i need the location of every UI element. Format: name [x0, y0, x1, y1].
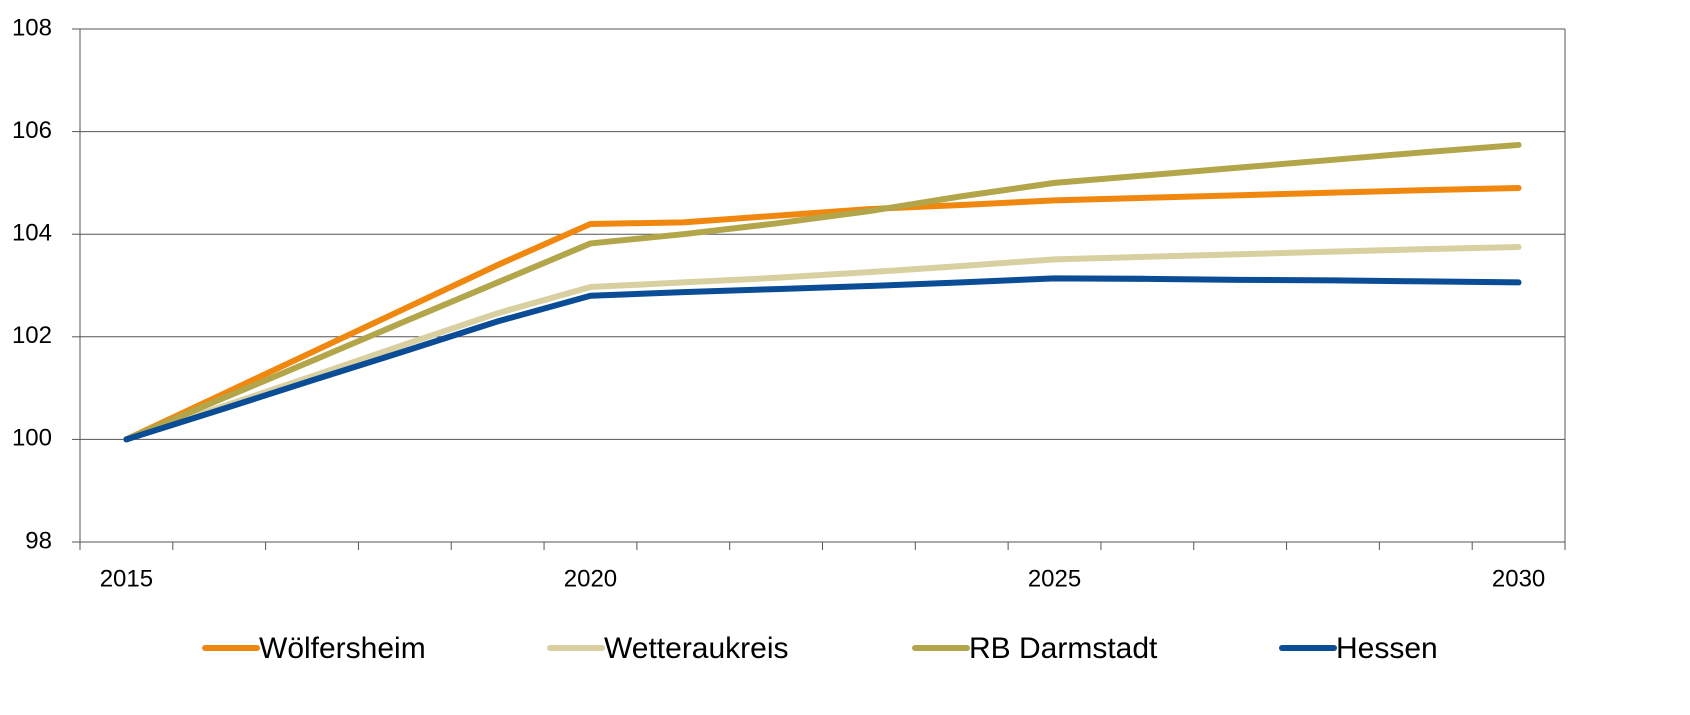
series-line — [123, 185, 1522, 443]
x-tick-label: 2020 — [564, 565, 617, 592]
legend-label: RB Darmstadt — [969, 632, 1158, 665]
series-line — [123, 141, 1522, 443]
y-tick-label: 100 — [12, 425, 52, 452]
y-tick-label: 104 — [12, 220, 52, 247]
y-tick-label: 108 — [12, 14, 52, 41]
x-tick-label: 2030 — [1492, 565, 1545, 592]
series-line — [123, 244, 1522, 443]
legend-label: Hessen — [1336, 632, 1438, 665]
y-tick-label: 106 — [12, 117, 52, 144]
x-tick-label: 2025 — [1028, 565, 1081, 592]
legend-label: Wölfersheim — [259, 632, 426, 665]
x-tick-label: 2015 — [100, 565, 153, 592]
series-line — [123, 275, 1522, 443]
y-tick-label: 98 — [25, 527, 52, 554]
y-tick-label: 102 — [12, 322, 52, 349]
legend-label: Wetteraukreis — [604, 632, 789, 665]
